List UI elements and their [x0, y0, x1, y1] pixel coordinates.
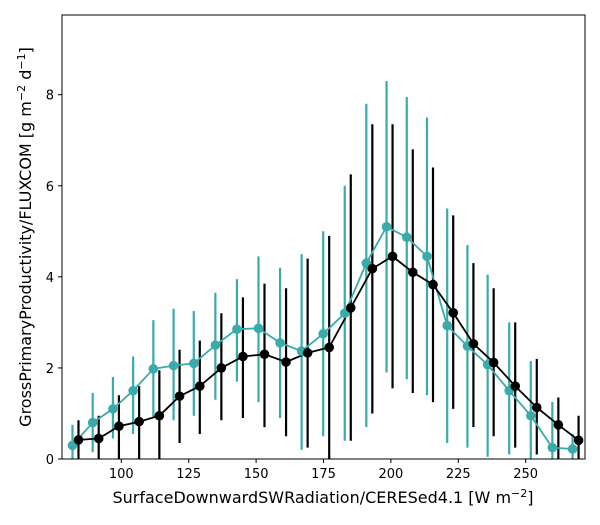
- x-tick-label: 225: [446, 467, 471, 482]
- data-point: [345, 303, 356, 313]
- y-tick-label: 8: [46, 89, 54, 104]
- data-point: [525, 410, 536, 421]
- x-axis: 100 125 150 175 200 225 250: [109, 459, 538, 482]
- data-point: [174, 391, 185, 401]
- data-point: [531, 402, 542, 413]
- data-point: [567, 444, 578, 454]
- y-tick-label: 0: [46, 453, 54, 468]
- data-point: [194, 381, 205, 391]
- data-point: [154, 410, 165, 421]
- x-axis-label: SurfaceDownwardSWRadiation/CERESed4.1 [W…: [112, 487, 533, 507]
- data-point: [401, 232, 412, 243]
- data-point: [510, 381, 521, 391]
- data-point: [422, 251, 432, 262]
- data-point: [114, 421, 124, 432]
- data-point: [387, 251, 398, 262]
- y-axis-label: GrossPrimaryProductivity/FLUXCOM [g m−2 …: [15, 47, 35, 427]
- data-point: [253, 323, 264, 334]
- data-point: [428, 279, 438, 290]
- data-point: [259, 349, 270, 360]
- data-point: [188, 358, 199, 369]
- x-tick-label: 200: [378, 467, 403, 482]
- x-tick-label: 250: [513, 467, 538, 482]
- y-tick-label: 4: [46, 271, 54, 286]
- data-point: [442, 320, 453, 331]
- data-point: [134, 416, 144, 427]
- data-point: [324, 342, 334, 353]
- y-tick-label: 6: [46, 180, 54, 195]
- data-point: [381, 221, 392, 232]
- x-tick-label: 175: [311, 467, 336, 482]
- data-point: [573, 435, 584, 446]
- x-tick-label: 100: [109, 467, 134, 482]
- data-point: [367, 263, 378, 274]
- data-point: [216, 363, 227, 373]
- data-point: [448, 308, 459, 318]
- data-point: [210, 340, 221, 350]
- x-tick-label: 150: [244, 467, 269, 482]
- y-tick-label: 2: [46, 362, 54, 377]
- data-point: [93, 433, 104, 444]
- data-point: [553, 420, 564, 430]
- x-tick-label: 125: [176, 467, 201, 482]
- data-point: [87, 417, 98, 428]
- data-point: [128, 385, 138, 396]
- data-point: [468, 338, 479, 349]
- series-points: [67, 221, 584, 454]
- data-point: [168, 360, 179, 371]
- data-point: [275, 338, 285, 348]
- data-point: [488, 357, 499, 368]
- data-point: [281, 357, 291, 367]
- data-point: [232, 324, 242, 335]
- data-point: [407, 267, 418, 278]
- data-point: [108, 404, 118, 414]
- data-point: [238, 351, 248, 362]
- y-axis: 0 2 4 6 8: [46, 89, 62, 468]
- data-point: [318, 328, 328, 339]
- data-point: [148, 364, 159, 374]
- data-point: [73, 435, 84, 445]
- data-point: [302, 348, 313, 358]
- data-point: [547, 442, 558, 453]
